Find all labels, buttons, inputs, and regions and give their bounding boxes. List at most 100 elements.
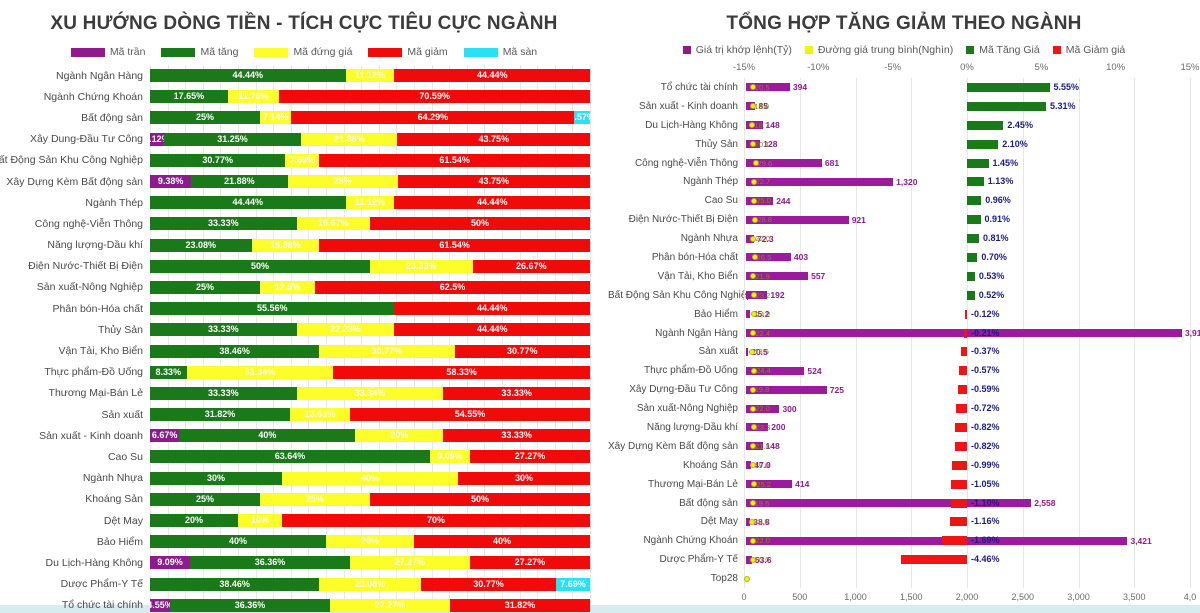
left-chart-row[interactable]: Ngành Thép 44.44% 11.12% 44.44%	[0, 192, 608, 213]
left-chart-row[interactable]: Tổ chức tài chính 4.55% 36.36% 27.27% 31.82%	[0, 595, 608, 613]
right-row-label: Phân bón-Hóa chất	[651, 251, 738, 263]
bar-segment-value: 30.77%	[371, 345, 403, 356]
left-row-bar: 9.38% 21.88% 25% 43.75%	[150, 175, 591, 189]
left-chart-row[interactable]: Thương Mại-Bán Lẻ 33.33% 33.34% 33.33%	[0, 383, 608, 404]
left-chart-row[interactable]: Sản xuất - Kinh doanh 6.67% 40% 20% 33.33%	[0, 425, 608, 446]
left-legend-item[interactable]: Mã trần	[70, 46, 145, 58]
right-gridline	[1022, 361, 1024, 381]
right-chart-row[interactable]: Thủy Sản 128 20.1 2.10%	[608, 134, 1200, 154]
right-row-label: Thực phẩm-Đồ Uống	[644, 365, 738, 377]
right-gridline	[744, 266, 745, 286]
right-chart-row[interactable]: Dệt May 38.8 18.0 -1.16%	[608, 512, 1200, 532]
left-chart-row[interactable]: Công nghệ-Viễn Thông 33.33% 16.67% 50%	[0, 213, 608, 234]
left-chart-row[interactable]: Cao Su 63.64% 9.09% 27.27%	[0, 446, 608, 467]
bar-segment-dung: 11.12%	[345, 196, 395, 210]
right-chart-row[interactable]: Bất Động Sản Khu Công Nghiệp 192 23.2 0.52%	[608, 285, 1200, 305]
bar-segment-giam: 31.82%	[449, 598, 590, 612]
bar-segment-value: 44.44%	[476, 303, 508, 314]
left-chart-row[interactable]: Bảo Hiểm 40% 20% 40%	[0, 531, 608, 552]
left-chart-row[interactable]: Dệt May 20% 10% 70%	[0, 510, 608, 531]
right-chart-row[interactable]: Ngành Nhựa 72.3 22.0 0.81%	[608, 229, 1200, 249]
left-legend-item[interactable]: Mã tăng	[161, 46, 238, 58]
right-gridline	[855, 96, 857, 116]
left-row-bar: 4.55% 36.36% 27.27% 31.82%	[150, 598, 590, 612]
left-chart-row[interactable]: Ngành Chứng Khoán 17.65% 11.76% 70.59%	[0, 86, 608, 107]
right-chart-row[interactable]: Sản xuất-Nông Nghiệp 300 22.0 -0.72%	[608, 399, 1200, 419]
pct-bar-up	[967, 139, 999, 149]
right-chart-row[interactable]: Công nghệ-Viễn Thông 681 29.6 1.45%	[608, 153, 1200, 173]
bar-segment-value: 30.77%	[473, 578, 504, 589]
right-chart-row[interactable]: Xây Dựng-Đầu Tư Công 725 19.8 -0.59%	[608, 380, 1200, 400]
left-chart-row[interactable]: Thực phẩm-Đồ Uống 8.33% 33.34% 58.33%	[0, 362, 608, 383]
left-chart-row[interactable]: Xây Dựng Kèm Bất động sản 9.38% 21.88% 25% 4…	[0, 171, 608, 192]
bar-segment-tang: 44.44%	[150, 196, 346, 210]
pct-bar-up	[967, 215, 981, 225]
right-chart-row[interactable]: Dược Phẩm-Y Tế 53.6 20.0 -4.46%	[608, 550, 1200, 570]
left-chart-row[interactable]: Du Lịch-Hàng Không 9.09% 36.36% 27.27% 27.27…	[0, 552, 608, 573]
right-chart-row[interactable]: Sản xuất - Kinh doanh 85 19.0 5.31%	[608, 96, 1200, 116]
left-chart-row[interactable]: Khoáng Sản 25% 25% 50%	[0, 489, 608, 510]
left-chart-row[interactable]: Dược Phẩm-Y Tế 38.46% 23.08% 30.77% 7.69%	[0, 574, 608, 595]
bar-segment-value: 36.36%	[234, 599, 266, 610]
left-chart-row[interactable]: Phân bón-Hóa chất 55.56% 44.44%	[0, 298, 608, 319]
left-chart-row[interactable]: Ngành Ngân Hàng 44.44% 11.12% 44.44%	[0, 65, 608, 86]
right-chart-row[interactable]: Thương Mại-Bán Lẻ 414 25.2 -1.05%	[608, 474, 1200, 494]
right-chart-row[interactable]: Du Lịch-Hàng Không 148 18.7 2.45%	[608, 115, 1200, 135]
right-chart-row[interactable]: Vận Tải, Kho Biển 557 21.9 0.53%	[608, 266, 1200, 286]
right-chart-row[interactable]: Top28	[608, 569, 1200, 589]
right-chart-row[interactable]: Khoáng Sản 47.0 19.0 -0.99%	[608, 455, 1200, 475]
right-legend-item[interactable]: Giá trị khớp lệnh(Tỷ)	[682, 44, 792, 56]
right-chart-row[interactable]: Cao Su 244 25.0 0.96%	[608, 191, 1200, 211]
left-chart-row[interactable]: Ngành Nhựa 30% 40% 30%	[0, 468, 608, 489]
right-gridline	[1022, 550, 1024, 570]
left-chart-row[interactable]: Điện Nước-Thiết Bị Điện 50% 23.33% 26.67%	[0, 256, 608, 277]
bar-segment-value: 33.33%	[501, 387, 532, 398]
pct-bar-up	[967, 196, 982, 206]
right-gridline	[799, 304, 801, 324]
right-row-plot: 148 21.0 -0.82%	[744, 436, 1191, 456]
right-gridline	[799, 229, 801, 249]
left-chart-row[interactable]: Vận Tải, Kho Biển 38.46% 30.77% 30.77%	[0, 340, 608, 361]
right-chart-row[interactable]: Ngành Thép 1,320 22.7 1.13%	[608, 172, 1200, 192]
left-chart-row[interactable]: Bất Động Sản Khu Công Nghiệp 30.77% 7.69% 6…	[0, 150, 608, 171]
right-chart-row[interactable]: Bảo Hiểm 35.2 24.2 -0.12%	[608, 304, 1200, 324]
right-legend-item[interactable]: Mã Giảm giá	[1052, 44, 1125, 56]
right-gridline	[744, 323, 745, 343]
left-legend-item[interactable]: Mã đứng giá	[254, 46, 352, 58]
value-bar-label: 681	[824, 158, 840, 168]
bar-segment-tang: 55.56%	[150, 302, 395, 316]
right-chart-row[interactable]: Ngành Ngân Hàng 3,91 22.4 -0.21%	[608, 323, 1200, 343]
left-legend-item[interactable]: Mã giảm	[368, 46, 448, 58]
bar-segment-san: 7.69%	[556, 577, 590, 591]
left-chart-row[interactable]: Thủy Sản 33.33% 22.23% 44.44%	[0, 319, 608, 340]
left-legend-item[interactable]: Mã sàn	[463, 46, 537, 58]
right-chart-row[interactable]: Tổ chức tài chính 394 20.5 5.55%	[608, 78, 1200, 97]
right-chart-row[interactable]: Điện Nước-Thiết Bị Điện 921 28.8 0.91%	[608, 210, 1200, 230]
right-chart-row[interactable]: Bất động sản 2,558 19.5 -1.10%	[608, 493, 1200, 513]
right-chart-row[interactable]: Ngành Chứng Khoán 3,421 22.0 -1.69%	[608, 531, 1200, 551]
right-legend-item[interactable]: Đường giá trung bình(Nghìn)	[804, 44, 953, 56]
bar-segment-value: 33.34%	[354, 387, 386, 398]
left-chart-title: XU HƯỚNG DÒNG TIỀN - TÍCH CỰC TIÊU CỰC N…	[50, 13, 558, 34]
right-chart-row[interactable]: Xây Dựng Kèm Bất động sản 148 21.0 -0.82%	[608, 436, 1200, 456]
bar-segment-dung: 25%	[287, 175, 398, 189]
right-row-label: Du Lịch-Hàng Không	[645, 119, 738, 131]
left-chart-row[interactable]: Sản xuất-Nông Nghiệp 25% 12.5% 62.5%	[0, 277, 608, 298]
pct-bar-label: -0.99%	[971, 459, 1000, 470]
right-gridline	[1134, 210, 1136, 230]
left-row-label: Du Lịch-Hàng Không	[45, 556, 143, 569]
right-chart-row[interactable]: Năng lượng-Dầu khí 200 23.3 -0.82%	[608, 418, 1200, 437]
pct-bar-up	[967, 271, 975, 281]
right-chart-row[interactable]: Phân bón-Hóa chất 403 26.5 0.70%	[608, 248, 1200, 267]
right-chart-row[interactable]: Sản xuất 20.5 18.5 -0.37%	[608, 342, 1200, 362]
left-chart-row[interactable]: Xây Dung-Đầu Tư Công 3.12% 31.25% 21.88% 43.…	[0, 129, 608, 150]
left-chart-row[interactable]: Bất động sản 25% 7.14% 64.29% 3.57%	[0, 107, 608, 128]
right-row-label: Ngành Ngân Hàng	[655, 327, 738, 339]
value-bar	[746, 196, 774, 205]
right-legend-item[interactable]: Mã Tăng Giá	[966, 44, 1040, 56]
left-chart-row[interactable]: Sản xuất 31.82% 13.63% 54.55%	[0, 404, 608, 425]
right-chart-row[interactable]: Thực phẩm-Đồ Uống 524 24.4 -0.57%	[608, 361, 1200, 381]
left-chart-row[interactable]: Năng lượng-Dầu khí 23.08% 15.38% 61.54%	[0, 235, 608, 256]
bar-segment-value: 64.29%	[417, 112, 449, 123]
bar-segment-value: 31.82%	[504, 599, 536, 610]
